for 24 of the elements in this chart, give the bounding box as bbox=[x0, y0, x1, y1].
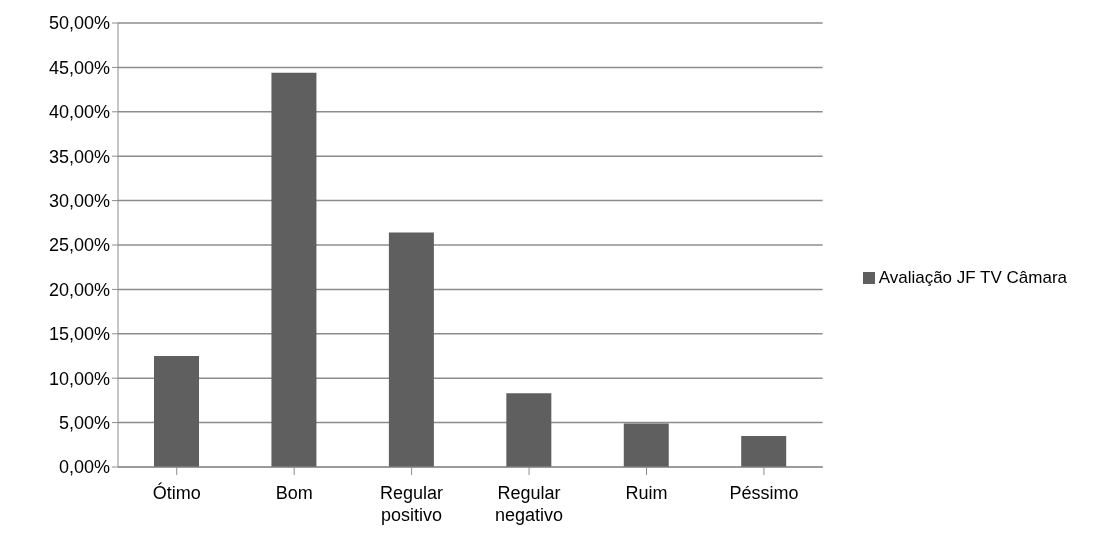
y-tick-label: 30,00% bbox=[48, 190, 110, 211]
x-tick-label: Regular negativo bbox=[495, 483, 564, 525]
bar bbox=[623, 423, 669, 467]
y-tick-label: 25,00% bbox=[48, 235, 110, 256]
y-tick-label: 5,00% bbox=[58, 412, 110, 433]
bar bbox=[506, 393, 552, 467]
bar bbox=[271, 72, 317, 467]
y-tick-label: 50,00% bbox=[48, 13, 110, 34]
legend-label: Avaliação JF TV Câmara bbox=[878, 267, 1067, 287]
y-tick-label: 35,00% bbox=[48, 146, 110, 167]
bar bbox=[154, 356, 199, 467]
bar bbox=[741, 435, 787, 467]
y-tick-label: 20,00% bbox=[48, 279, 110, 300]
x-tick-label: Péssimo bbox=[729, 483, 799, 503]
x-tick-label: Bom bbox=[275, 483, 313, 503]
bar bbox=[388, 232, 434, 467]
y-tick-label: 10,00% bbox=[48, 368, 110, 389]
x-tick-label: Regular positivo bbox=[380, 483, 444, 525]
y-tick-label: 40,00% bbox=[48, 102, 110, 123]
x-tick-label: Ruim bbox=[625, 483, 668, 503]
y-tick-label: 45,00% bbox=[48, 57, 110, 78]
y-tick-label: 15,00% bbox=[48, 324, 110, 345]
y-tick-label: 0,00% bbox=[58, 457, 110, 478]
x-tick-label: Ótimo bbox=[152, 482, 201, 503]
